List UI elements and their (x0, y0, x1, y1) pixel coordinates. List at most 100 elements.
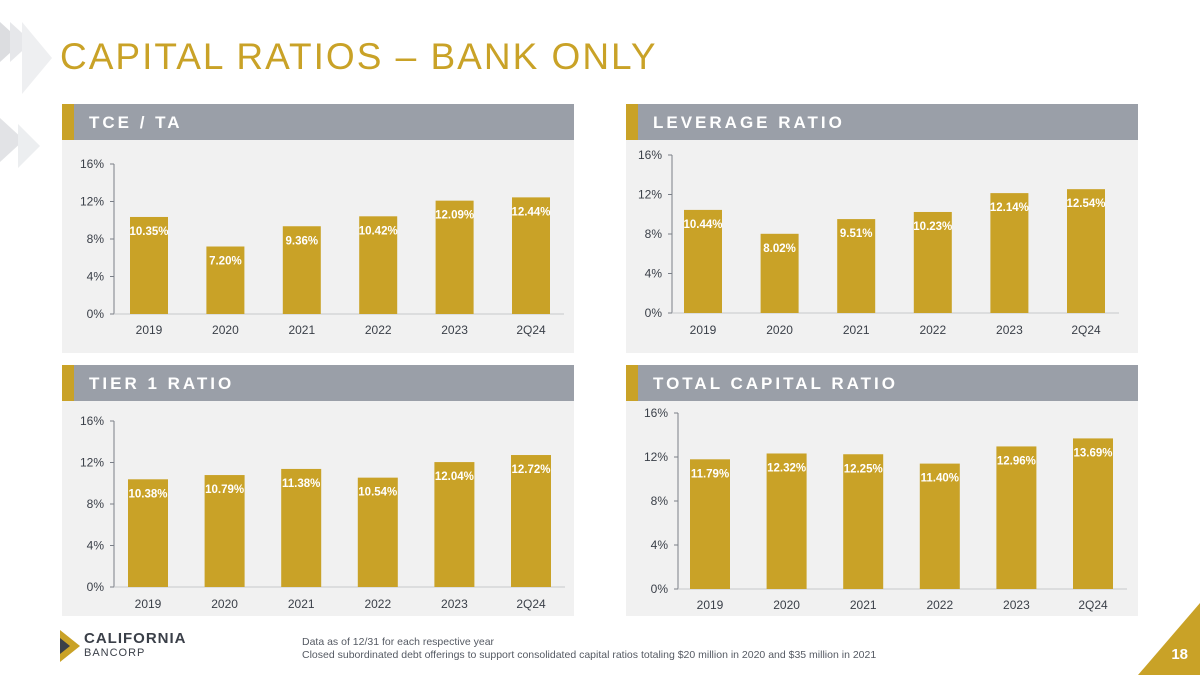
panel-tier1-ratio: TIER 1 RATIO 0% 4% 8% 12% 16% 10.38% 2019 10.79… (62, 365, 574, 616)
bar-2023 (434, 462, 475, 587)
panel-title: LEVERAGE RATIO (653, 113, 845, 132)
bar-2023 (435, 200, 474, 314)
bar-2020 (760, 233, 799, 313)
panel-title: TCE / TA (89, 113, 183, 132)
bar-data-label: 13.69% (1073, 447, 1112, 459)
x-category-label: 2023 (441, 597, 468, 611)
logo-text-california: CALIFORNIA (84, 630, 187, 647)
bar-2022 (357, 477, 398, 587)
bar-data-label: 12.44% (511, 206, 550, 218)
y-tick-label: 4% (651, 538, 669, 552)
bar-data-label: 10.42% (359, 225, 398, 237)
footnote-2: Closed subordinated debt offerings to su… (302, 649, 877, 661)
bar-data-label: 11.40% (921, 473, 959, 485)
header-accent (626, 365, 638, 401)
page-number: 18 (1171, 646, 1188, 663)
bar-2023 (990, 193, 1029, 313)
y-tick-label: 8% (87, 232, 105, 246)
x-category-label: 2023 (1003, 598, 1030, 612)
y-tick-label: 16% (644, 406, 668, 420)
bar-data-label: 12.09% (435, 210, 474, 222)
bar-2022 (359, 216, 398, 314)
x-category-label: 2022 (919, 323, 946, 337)
bar-data-label: 12.25% (844, 463, 883, 475)
y-tick-label: 4% (87, 539, 105, 553)
panel-total-capital-ratio: TOTAL CAPITAL RATIO 0% 4% 8% 12% 16% 11.79% 20… (626, 365, 1138, 616)
chart-tier1-ratio: 0% 4% 8% 12% 16% 10.38% 2019 10.79% 2020 11.38% 20… (80, 414, 565, 611)
footnote-1: Data as of 12/31 for each respective yea… (302, 636, 495, 648)
page-title: CAPITAL RATIOS – BANK ONLY (60, 36, 658, 77)
bar-2021 (843, 454, 884, 589)
bar-2021 (282, 226, 321, 314)
x-category-label: 2020 (211, 597, 238, 611)
bar-2021 (281, 468, 322, 587)
y-tick-label: 0% (87, 307, 105, 321)
panel-leverage-ratio: LEVERAGE RATIO 0% 4% 8% 12% 16% 10.44% 2019 8.0… (626, 104, 1138, 353)
bar-2020 (766, 453, 807, 589)
y-tick-label: 4% (87, 270, 105, 284)
bar-2022 (913, 211, 952, 313)
panel-header: TIER 1 RATIO (62, 365, 574, 401)
y-tick-label: 12% (638, 188, 662, 202)
bar-data-label: 12.14% (990, 202, 1029, 214)
bar-data-label: 12.96% (997, 455, 1036, 467)
bar-2q24 (1067, 189, 1105, 313)
bar-2019 (130, 216, 168, 314)
bar-data-label: 12.72% (511, 464, 550, 476)
bar-data-label: 10.38% (128, 488, 167, 500)
bar-data-label: 12.04% (435, 471, 474, 483)
chart-leverage-ratio: 0% 4% 8% 12% 16% 10.44% 2019 8.02% 2020 9.51% 2021… (638, 148, 1119, 337)
bar-2019 (690, 459, 730, 589)
x-category-label: 2021 (850, 598, 877, 612)
x-category-label: 2022 (364, 597, 391, 611)
x-category-label: 2020 (773, 598, 800, 612)
x-category-label: 2021 (843, 323, 870, 337)
x-category-label: 2Q24 (516, 597, 546, 611)
chart-total-capital-ratio: 0% 4% 8% 12% 16% 11.79% 2019 12.32% 2020 12.25% 20… (644, 406, 1127, 612)
page-corner-triangle (1138, 603, 1200, 675)
panel-header: TCE / TA (62, 104, 574, 140)
bar-2022 (919, 463, 960, 589)
bar-data-label: 10.23% (913, 221, 952, 233)
bar-data-label: 10.35% (129, 226, 168, 238)
bar-2q24 (512, 197, 550, 314)
bar-data-label: 11.38% (282, 478, 320, 490)
bar-2020 (206, 246, 245, 314)
y-tick-label: 0% (645, 306, 663, 320)
bar-2020 (204, 475, 245, 587)
x-category-label: 2019 (136, 323, 163, 337)
bar-data-label: 10.79% (205, 484, 244, 496)
bar-2019 (128, 479, 168, 587)
panel-title: TIER 1 RATIO (89, 374, 235, 393)
panel-tce-ta: TCE / TA 0% 4% 8% 12% 16% 10.35% 2019 7.20% 2020… (62, 104, 574, 353)
bar-data-label: 8.02% (763, 243, 796, 255)
y-tick-label: 12% (644, 450, 668, 464)
bar-data-label: 12.32% (767, 462, 806, 474)
bar-2q24 (1073, 438, 1113, 589)
chevron-decoration-icon (0, 22, 52, 168)
y-tick-label: 8% (651, 494, 669, 508)
x-category-label: 2Q24 (516, 323, 546, 337)
y-tick-label: 12% (80, 195, 104, 209)
y-tick-label: 4% (645, 267, 663, 281)
header-accent (626, 104, 638, 140)
x-category-label: 2019 (690, 323, 717, 337)
bar-2q24 (511, 455, 551, 587)
y-tick-label: 8% (645, 227, 663, 241)
x-category-label: 2Q24 (1078, 598, 1108, 612)
california-bancorp-logo-icon (60, 630, 80, 662)
bar-data-label: 12.54% (1066, 198, 1105, 210)
header-accent (62, 365, 74, 401)
bar-data-label: 10.54% (358, 487, 397, 499)
x-category-label: 2020 (212, 323, 239, 337)
bar-data-label: 9.36% (285, 235, 318, 247)
x-category-label: 2Q24 (1071, 323, 1101, 337)
x-category-label: 2022 (365, 323, 392, 337)
y-tick-label: 12% (80, 456, 104, 470)
y-tick-label: 16% (80, 157, 104, 171)
y-tick-label: 16% (638, 148, 662, 162)
y-tick-label: 8% (87, 497, 105, 511)
x-category-label: 2021 (288, 597, 315, 611)
bar-2021 (837, 219, 876, 313)
x-category-label: 2023 (441, 323, 468, 337)
